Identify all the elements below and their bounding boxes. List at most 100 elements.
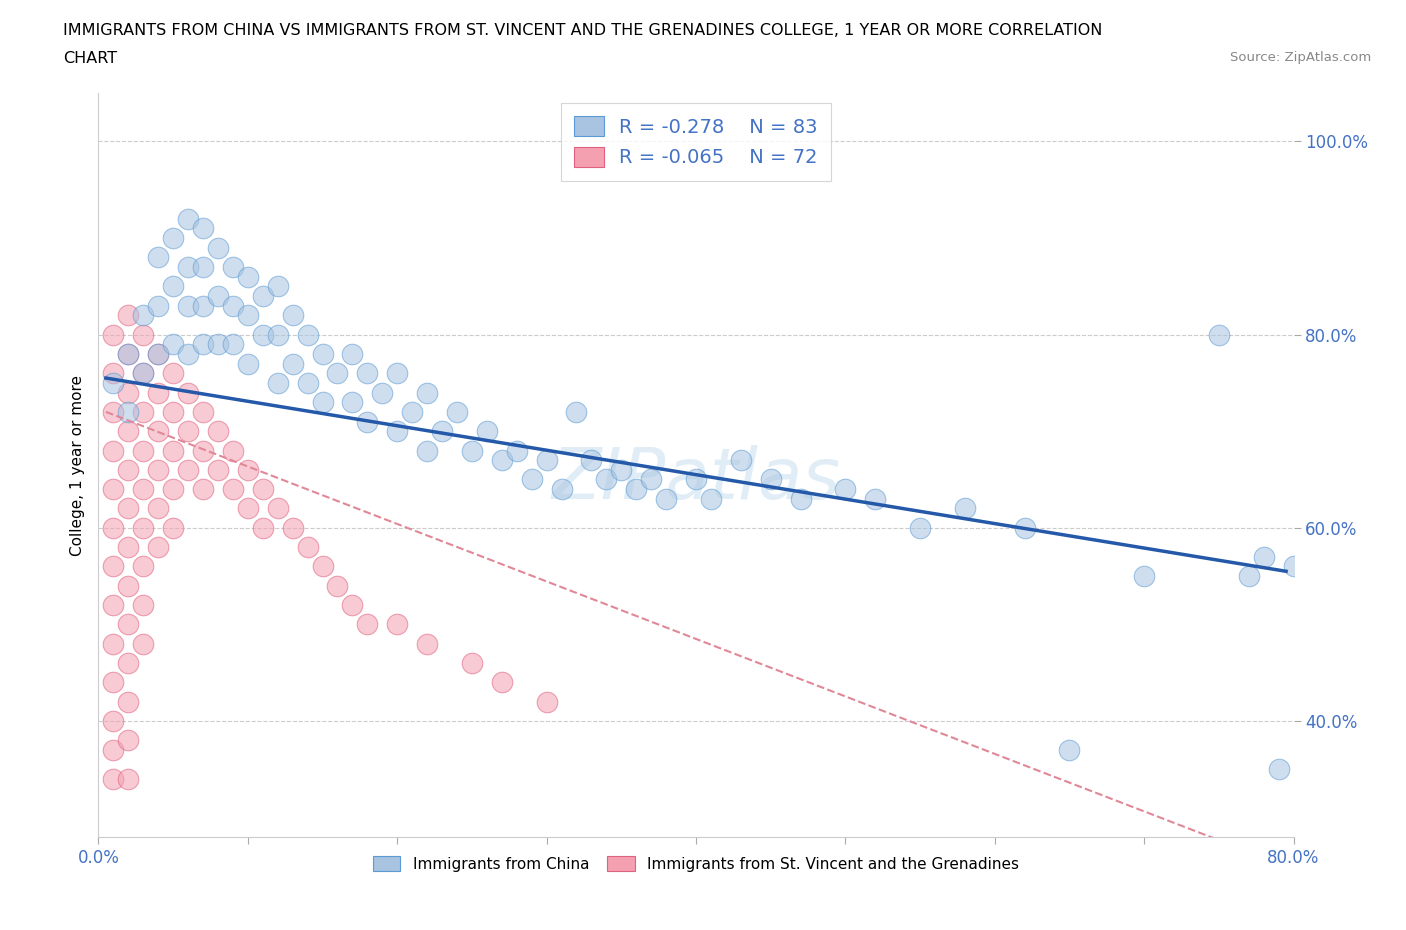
Point: [385, 424, 409, 439]
Point: [117, 539, 139, 554]
Point: [1282, 559, 1305, 574]
Point: [371, 385, 394, 400]
Point: [191, 259, 214, 274]
Point: [148, 539, 170, 554]
Point: [385, 617, 409, 631]
Text: IMMIGRANTS FROM CHINA VS IMMIGRANTS FROM ST. VINCENT AND THE GRENADINES COLLEGE,: IMMIGRANTS FROM CHINA VS IMMIGRANTS FROM…: [63, 23, 1102, 38]
Point: [326, 365, 349, 380]
Point: [520, 472, 543, 487]
Point: [1208, 327, 1230, 342]
Point: [117, 462, 139, 477]
Legend: Immigrants from China, Immigrants from St. Vincent and the Grenadines: Immigrants from China, Immigrants from S…: [367, 849, 1025, 878]
Point: [103, 327, 125, 342]
Point: [103, 636, 125, 651]
Point: [700, 491, 723, 506]
Point: [908, 521, 931, 536]
Point: [117, 578, 139, 593]
Point: [252, 482, 274, 497]
Point: [446, 405, 468, 419]
Point: [162, 279, 184, 294]
Point: [148, 299, 170, 313]
Point: [148, 347, 170, 362]
Point: [297, 539, 319, 554]
Point: [148, 385, 170, 400]
Point: [148, 347, 170, 362]
Point: [759, 472, 782, 487]
Point: [191, 443, 214, 458]
Point: [117, 405, 139, 419]
Point: [132, 327, 155, 342]
Point: [177, 385, 200, 400]
Point: [148, 424, 170, 439]
Point: [416, 385, 439, 400]
Point: [162, 365, 184, 380]
Point: [103, 598, 125, 613]
Point: [356, 414, 378, 429]
Point: [1253, 550, 1275, 565]
Y-axis label: College, 1 year or more: College, 1 year or more: [69, 375, 84, 555]
Point: [117, 347, 139, 362]
Point: [162, 482, 184, 497]
Point: [132, 443, 155, 458]
Point: [730, 453, 752, 468]
Point: [311, 347, 333, 362]
Point: [207, 288, 229, 303]
Point: [148, 250, 170, 265]
Point: [236, 356, 259, 371]
Point: [281, 356, 304, 371]
Point: [207, 337, 229, 352]
Point: [1059, 742, 1081, 757]
Text: Source: ZipAtlas.com: Source: ZipAtlas.com: [1230, 51, 1371, 64]
Point: [117, 695, 139, 710]
Point: [177, 424, 200, 439]
Point: [117, 424, 139, 439]
Point: [191, 482, 214, 497]
Point: [565, 405, 588, 419]
Point: [132, 636, 155, 651]
Point: [148, 462, 170, 477]
Point: [117, 385, 139, 400]
Point: [132, 598, 155, 613]
Point: [103, 482, 125, 497]
Point: [297, 327, 319, 342]
Point: [117, 617, 139, 631]
Point: [311, 559, 333, 574]
Point: [103, 742, 125, 757]
Point: [252, 288, 274, 303]
Point: [222, 337, 245, 352]
Point: [550, 482, 572, 497]
Point: [222, 443, 245, 458]
Point: [953, 501, 976, 516]
Point: [595, 472, 617, 487]
Point: [536, 453, 558, 468]
Point: [177, 347, 200, 362]
Point: [236, 308, 259, 323]
Point: [506, 443, 529, 458]
Point: [536, 695, 558, 710]
Point: [103, 405, 125, 419]
Point: [148, 501, 170, 516]
Point: [281, 308, 304, 323]
Point: [1267, 762, 1289, 777]
Point: [207, 462, 229, 477]
Point: [834, 482, 856, 497]
Point: [491, 453, 513, 468]
Point: [177, 462, 200, 477]
Point: [236, 462, 259, 477]
Point: [222, 259, 245, 274]
Point: [252, 327, 274, 342]
Point: [117, 656, 139, 671]
Point: [177, 211, 200, 226]
Point: [385, 365, 409, 380]
Point: [207, 240, 229, 255]
Point: [356, 617, 378, 631]
Point: [103, 675, 125, 690]
Point: [162, 443, 184, 458]
Point: [267, 501, 290, 516]
Point: [581, 453, 603, 468]
Point: [342, 347, 364, 362]
Point: [132, 405, 155, 419]
Point: [311, 394, 333, 409]
Point: [865, 491, 887, 506]
Point: [626, 482, 648, 497]
